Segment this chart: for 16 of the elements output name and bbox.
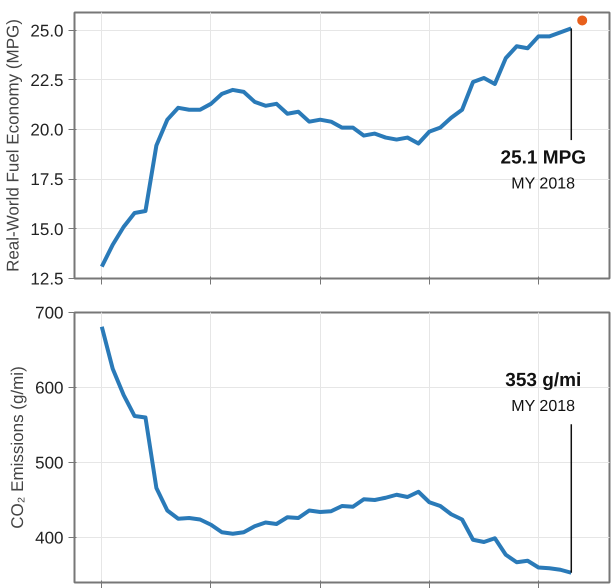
y-axis-title: CO₂ Emissions (g/mi) (8, 366, 28, 529)
y-tick-label: 20.0 (30, 120, 64, 140)
annotation: MY 2018 (511, 398, 576, 415)
y-tick-label: 25.0 (30, 21, 64, 40)
y-tick-label: 17.5 (30, 170, 64, 190)
y-tick-label: 12.5 (30, 270, 64, 288)
y-tick-label: 400 (35, 528, 64, 548)
y-tick-label: 500 (35, 454, 64, 472)
annotation: 25.1 MPG (500, 148, 586, 169)
y-tick-label: 22.5 (30, 70, 64, 90)
y-tick-label: 15.0 (30, 220, 64, 239)
annotation: 353 g/mi (505, 370, 582, 391)
y-tick-label: 700 (35, 304, 64, 322)
annotation: MY 2018 (511, 176, 576, 193)
y-tick-label: 600 (35, 378, 64, 398)
y-axis-title: Real-World Fuel Economy (MPG) (3, 19, 22, 272)
